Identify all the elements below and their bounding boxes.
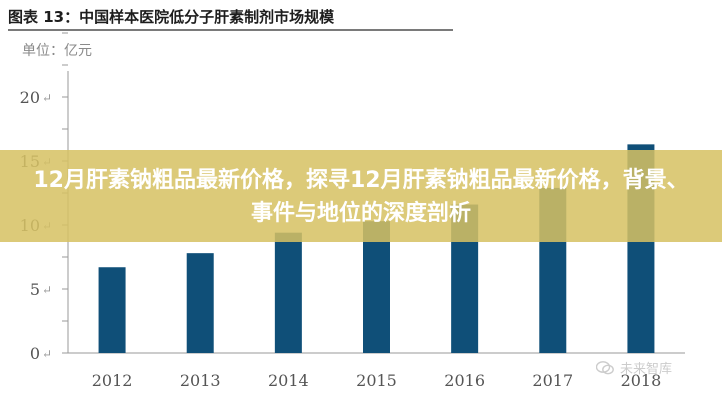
title-underline [8, 29, 453, 31]
x-tick-label: 2016 [444, 371, 485, 390]
y-tick-return-mark: ↵ [42, 283, 52, 297]
y-tick-label: 5 [30, 280, 40, 299]
headline-text: 12月肝素钠粗品最新价格，探寻12月肝素钠粗品最新价格，背景、事件与地位的深度剖… [33, 168, 689, 226]
x-tick-label: 2018 [621, 371, 662, 390]
x-tick-label: 2013 [180, 371, 221, 390]
bar-2015 [363, 221, 390, 353]
y-tick-label: 0 [30, 344, 40, 363]
x-tick-label: 2014 [268, 371, 309, 390]
y-tick-label: 20 [20, 88, 40, 107]
figure-title: 图表 13：中国样本医院低分子肝素制剂市场规模 [8, 8, 335, 26]
x-tick-label: 2015 [356, 371, 397, 390]
x-tick-label: 2017 [532, 371, 573, 390]
watermark: 未来智库 [596, 358, 672, 377]
x-tick-label: 2012 [92, 371, 133, 390]
wechat-icon [596, 360, 614, 374]
watermark-text: 未来智库 [620, 362, 673, 377]
y-tick-return-mark: ↵ [42, 91, 52, 105]
bar-2014 [274, 232, 302, 353]
y-axis-unit-label: 单位：亿元 [22, 43, 92, 59]
y-tick-return-mark: ↵ [42, 347, 52, 361]
headline-banner: 12月肝素钠粗品最新价格，探寻12月肝素钠粗品最新价格，背景、事件与地位的深度剖… [0, 150, 722, 242]
bar-2012 [98, 267, 126, 353]
bar-2013 [186, 253, 214, 353]
